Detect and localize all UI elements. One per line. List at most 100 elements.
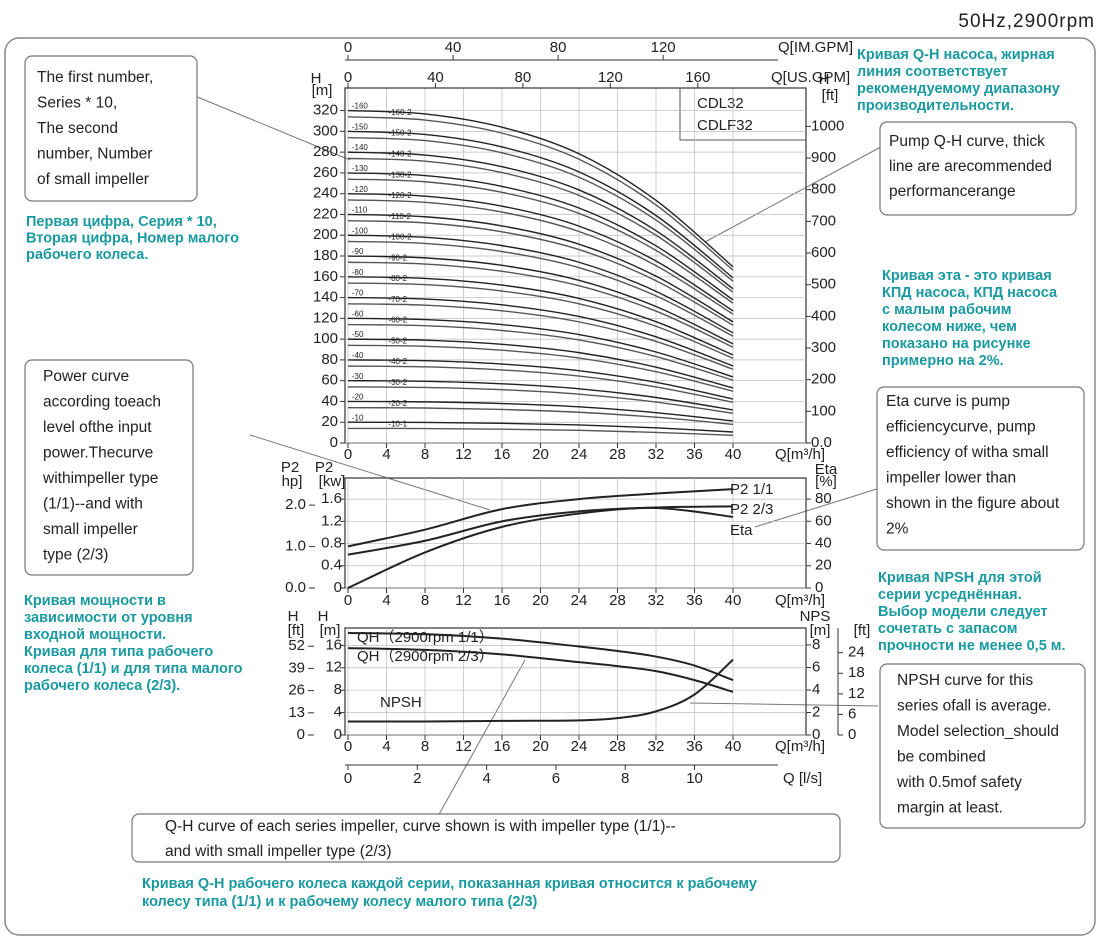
axis-unit: [m]	[320, 622, 341, 639]
axis-label: NPS	[800, 608, 831, 625]
x-tick-label: 4	[482, 770, 490, 787]
note-line: performancerange	[889, 183, 1016, 200]
x-tick-label: 80	[515, 69, 532, 86]
series-label: -90	[352, 247, 364, 256]
note-line: small impeller	[43, 521, 138, 538]
x-tick-label: 36	[686, 738, 703, 755]
x-tick-label: 28	[609, 592, 626, 609]
x-tick-label: 40	[725, 738, 742, 755]
y-tick-label: 6	[848, 705, 856, 722]
note-line: shown in the figure about	[886, 495, 1060, 512]
y-tick-label: 1.6	[321, 490, 342, 507]
x-tick-label: 12	[455, 592, 472, 609]
note-line: входной мощности.	[24, 627, 166, 643]
curve	[347, 116, 734, 271]
axis-label: Q[IM.GPM]	[778, 39, 853, 56]
note-line: сочетать с запасом	[878, 621, 1018, 637]
curve	[347, 261, 734, 348]
y-tick-label: 0.8	[321, 535, 342, 552]
y-tick-label: 700	[811, 212, 836, 229]
series-label: -50-2	[388, 336, 407, 345]
note-line: number, Number	[37, 146, 152, 163]
axis-label: H	[311, 70, 322, 87]
note-line: Кривая для типа рабочего	[24, 644, 213, 660]
note-line: рабочего колеса (2/3).	[24, 678, 180, 694]
curve	[347, 338, 734, 389]
note-line: Pump Q-H curve, thick	[889, 133, 1045, 150]
series-label: P2 1/1	[730, 481, 773, 498]
connector	[194, 95, 351, 161]
x-tick-label: 12	[455, 446, 472, 463]
y-tick-label: 320	[313, 102, 338, 119]
axis-label: H	[318, 608, 329, 625]
x-tick-label: 20	[532, 446, 549, 463]
y-tick-label: 4	[334, 704, 342, 721]
note-line: efficiencycurve, pump	[886, 419, 1036, 436]
y-tick-label: 200	[313, 226, 338, 243]
series-label: -10-1	[388, 420, 407, 429]
y-tick-label: 4	[812, 681, 820, 698]
x-tick-label: 4	[382, 592, 390, 609]
y-tick-label: 0	[812, 726, 820, 743]
y-tick-label: 20	[815, 557, 832, 574]
series-label: -110	[352, 206, 368, 215]
y-tick-label: 300	[313, 122, 338, 139]
y-tick-label: 100	[313, 330, 338, 347]
series-label: -160	[352, 102, 369, 111]
series-label: -150-2	[388, 129, 412, 138]
series-label: -160-2	[388, 108, 412, 117]
y-tick-label: 0	[334, 579, 342, 596]
note-box	[876, 386, 1085, 551]
series-label: QH（2900rpm 1/1）	[357, 629, 494, 646]
y-tick-label: 0	[848, 726, 856, 743]
plot-frame	[344, 87, 807, 444]
note-line: рекомендуемому диапазону	[857, 81, 1060, 97]
y-tick-label: 80	[815, 490, 832, 507]
series-label: -30	[352, 372, 364, 381]
x-tick-label: 40	[725, 592, 742, 609]
note-box	[879, 121, 1077, 216]
x-tick-label: 4	[382, 738, 390, 755]
axis-unit: [%]	[815, 473, 837, 490]
y-tick-label: 140	[313, 289, 338, 306]
y-tick-label: 0	[815, 579, 823, 596]
axis-label: P2	[315, 459, 333, 476]
curve	[347, 136, 734, 282]
note-line: The first number,	[37, 69, 153, 86]
y-tick-label: 180	[313, 247, 338, 264]
note-line: Series * 10,	[37, 95, 117, 112]
connector	[436, 659, 526, 819]
axis-label: Q [l/s]	[783, 770, 822, 787]
y-tick-label: 160	[313, 268, 338, 285]
x-tick-label: 40	[427, 69, 444, 86]
x-tick-label: 36	[686, 592, 703, 609]
curve	[347, 323, 734, 381]
x-tick-label: 0	[344, 446, 352, 463]
curve	[347, 172, 734, 301]
y-tick-label: 80	[321, 351, 338, 368]
note-line: КПД насоса, КПД насоса	[882, 285, 1058, 301]
curve	[347, 427, 734, 437]
curve	[347, 505, 734, 556]
curve	[347, 282, 734, 359]
note-line: колеса (1/1) и для типа малого	[24, 661, 243, 677]
series-label: -120	[352, 185, 369, 194]
curve	[347, 178, 734, 304]
x-tick-label: 0	[344, 69, 352, 86]
y-tick-label: 120	[313, 309, 338, 326]
series-label: -130-2	[388, 170, 412, 179]
curve	[347, 157, 734, 293]
note-line: power.Thecurve	[43, 445, 153, 462]
note-line: Кривая мощности в	[24, 593, 166, 609]
y-tick-label: 1.0	[285, 538, 306, 555]
note-line: серии усреднённая.	[878, 587, 1022, 603]
axis-unit: [ft]	[288, 622, 305, 639]
outer-frame	[4, 37, 1096, 936]
header: 50Hz,2900rpm	[958, 11, 1095, 32]
x-tick-label: 160	[685, 69, 710, 86]
note-line: Model selection_should	[897, 723, 1059, 740]
x-tick-label: 0	[344, 592, 352, 609]
x-tick-label: 36	[686, 446, 703, 463]
y-tick-label: 200	[811, 371, 836, 388]
